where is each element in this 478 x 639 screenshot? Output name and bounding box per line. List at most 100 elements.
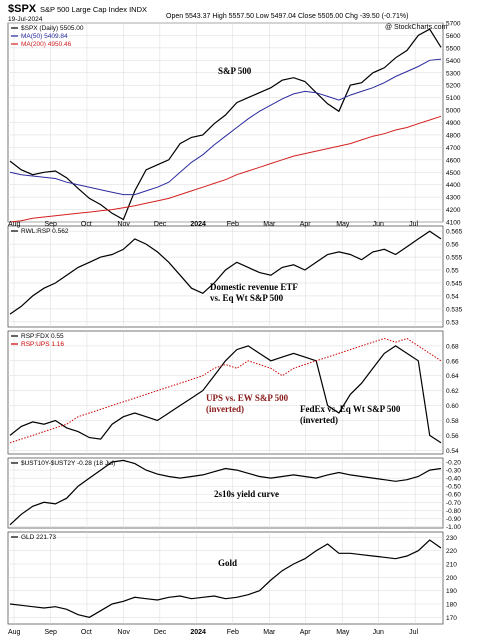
panel-annotation: S&P 500 [218, 66, 252, 76]
y-tick-label: -0.30 [446, 468, 461, 475]
y-tick-label: -0.50 [446, 484, 461, 491]
x-tick-label: Jun [373, 629, 384, 636]
y-tick-label: 4500 [446, 170, 461, 177]
x-tick-label: Oct [81, 221, 92, 228]
y-tick-label: 0.54 [446, 293, 459, 300]
x-tick-label: Mar [263, 221, 276, 228]
y-tick-label: 5300 [446, 70, 461, 77]
y-tick-label: -0.40 [446, 476, 461, 483]
legend-label: MA(50) 5409.84 [21, 33, 68, 40]
y-tick-label: 220 [446, 548, 457, 555]
y-tick-label: 0.535 [446, 306, 463, 313]
y-tick-label: 0.54 [446, 448, 459, 455]
y-tick-label: 4200 [446, 207, 461, 214]
y-tick-label: 0.68 [446, 343, 459, 350]
series-line-ma-50- [9, 58, 442, 196]
x-tick-label: Dec [154, 221, 167, 228]
x-tick-label: 2024 [190, 221, 206, 228]
y-tick-label: 5100 [446, 95, 461, 102]
panel-annotation: Domestic revenue ETF [210, 282, 298, 292]
x-tick-label: Sep [44, 221, 57, 228]
x-tick-label: Nov [117, 629, 130, 636]
x-tick-label: Jul [409, 221, 418, 228]
x-tick-label: Dec [154, 629, 167, 636]
panel-border [7, 531, 444, 625]
series-line--spx-daily- [9, 28, 442, 221]
series-line-gld [9, 539, 442, 618]
x-tick-label: Aug [8, 629, 21, 636]
y-tick-label: 0.60 [446, 403, 459, 410]
panel-5: 170 180 190 200 210 220 230 GLD 221.73 Gold [7, 531, 457, 625]
chart-symbol: $SPX [8, 3, 37, 15]
chart-date: 19-Jul-2024 [8, 16, 43, 23]
x-tick-label: Apr [300, 221, 312, 228]
y-tick-label: 0.66 [446, 358, 459, 365]
panel-border [7, 225, 444, 328]
panel-3: 0.54 0.56 0.58 0.60 0.62 0.64 0.66 0.68 RSP:FDX … [7, 330, 459, 455]
y-tick-label: 190 [446, 588, 457, 595]
panel-annotation: (inverted) [206, 404, 244, 414]
legend-label: RWL:RSP 0.562 [21, 228, 69, 235]
panel-annotation: Gold [218, 558, 237, 568]
y-tick-label: 0.555 [446, 255, 463, 262]
y-tick-label: 5200 [446, 83, 461, 90]
panel-1: 4100 4200 4300 4400 4500 4600 4700 4800 4900 5000… [7, 21, 461, 227]
panel-annotation: UPS vs. EW S&P 500 [206, 393, 289, 403]
y-tick-label: 200 [446, 575, 457, 582]
y-tick-label: -0.60 [446, 492, 461, 499]
y-tick-label: 4600 [446, 157, 461, 164]
x-tick-label: Feb [227, 221, 239, 228]
x-tick-label: Aug [8, 221, 21, 228]
chart-name: S&P 500 Large Cap Index INDX [40, 5, 147, 14]
x-tick-label: Apr [300, 629, 312, 636]
y-tick-label: 5500 [446, 45, 461, 52]
y-tick-label: -0.70 [446, 500, 461, 507]
panel-annotation: 2s10s yield curve [214, 489, 279, 499]
y-tick-label: -0.20 [446, 460, 461, 467]
panel-annotation: FedEx vs. Eq Wt S&P 500 [300, 404, 401, 414]
x-tick-label: Sep [44, 629, 57, 636]
legend-label: $SPX (Daily) 5505.00 [21, 25, 84, 32]
series-line-ma-200- [9, 115, 442, 223]
y-tick-label: 5400 [446, 58, 461, 65]
y-tick-label: 0.56 [446, 433, 459, 440]
y-tick-label: -0.90 [446, 516, 461, 523]
series-line-rsp-fdx [9, 345, 442, 444]
y-tick-label: 5000 [446, 108, 461, 115]
y-tick-label: 0.53 [446, 319, 459, 326]
panel-2: 0.53 0.535 0.54 0.545 0.55 0.555 0.56 0.565 RWL:… [7, 225, 463, 328]
y-tick-label: 0.56 [446, 242, 459, 249]
panel-annotation: vs. Eq Wt S&P 500 [210, 293, 284, 303]
y-tick-label: 180 [446, 602, 457, 609]
y-tick-label: 4100 [446, 220, 461, 227]
x-tick-label: Feb [227, 629, 239, 636]
legend-label: MA(200) 4950.46 [21, 41, 72, 48]
legend-label: RSP:UPS 1.16 [21, 341, 64, 348]
y-tick-label: -0.80 [446, 508, 461, 515]
y-tick-label: 5600 [446, 33, 461, 40]
y-tick-label: 0.58 [446, 418, 459, 425]
y-tick-label: 0.62 [446, 388, 459, 395]
chart-quote: Open 5543.37 High 5557.50 Low 5497.04 Cl… [166, 13, 408, 20]
y-tick-label: 4700 [446, 145, 461, 152]
y-tick-label: 210 [446, 562, 457, 569]
y-tick-label: 230 [446, 535, 457, 542]
y-tick-label: 4300 [446, 195, 461, 202]
panel-border [7, 330, 444, 455]
series-line-rwl-rsp [9, 230, 442, 315]
y-tick-label: 5700 [446, 21, 461, 28]
panel-4: -0.20-0.30-0.40-0.50-0.60-0.70-0.80-0.90… [7, 457, 461, 531]
x-tick-label: May [336, 221, 350, 228]
x-tick-label: Oct [81, 629, 92, 636]
y-tick-label: -1.00 [446, 524, 461, 531]
y-tick-label: 0.565 [446, 229, 463, 236]
x-tick-label: Jun [373, 221, 384, 228]
panel-annotation: (inverted) [300, 415, 338, 425]
y-tick-label: 4800 [446, 132, 461, 139]
x-tick-label: 2024 [190, 629, 206, 636]
series-line--ust10y-ust2y [9, 459, 442, 526]
legend-label: RSP:FDX 0.55 [21, 333, 64, 340]
y-tick-label: 170 [446, 615, 457, 622]
